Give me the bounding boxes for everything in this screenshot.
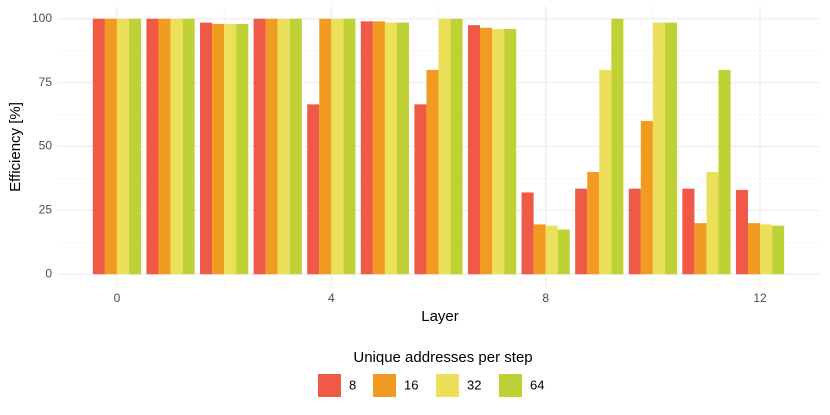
bar xyxy=(236,23,249,275)
bar xyxy=(652,22,665,275)
bar xyxy=(492,28,505,275)
legend-key xyxy=(499,374,522,397)
bar xyxy=(289,18,302,275)
x-axis-title: Layer xyxy=(421,308,459,325)
x-tick-label: 8 xyxy=(542,291,549,305)
bar xyxy=(450,18,463,275)
bar xyxy=(129,18,142,275)
bar xyxy=(521,192,534,275)
bar xyxy=(116,18,130,275)
bar xyxy=(694,223,707,275)
bar xyxy=(599,69,612,275)
bar xyxy=(664,22,677,275)
bar xyxy=(438,18,451,275)
y-tick-label: 25 xyxy=(39,203,53,217)
bar xyxy=(480,27,493,275)
bar xyxy=(706,172,719,275)
y-tick-label: 75 xyxy=(39,75,53,89)
legend-key xyxy=(436,374,459,397)
bar xyxy=(331,18,344,275)
x-tick-label: 12 xyxy=(753,291,767,305)
bar xyxy=(772,225,785,275)
bar xyxy=(575,188,588,275)
bar xyxy=(92,18,105,275)
legend-key xyxy=(373,374,396,397)
bar xyxy=(224,23,237,275)
bar xyxy=(319,18,332,275)
bar xyxy=(611,18,624,275)
bar xyxy=(343,18,356,275)
y-tick-label: 0 xyxy=(45,266,52,280)
bar xyxy=(396,22,410,275)
bar xyxy=(307,104,320,275)
legend-label: 16 xyxy=(404,377,418,392)
y-axis-title: Efficiency [%] xyxy=(7,102,24,192)
bar xyxy=(640,120,653,275)
legend-title: Unique addresses per step xyxy=(353,349,532,366)
bar xyxy=(467,25,481,275)
bar xyxy=(557,229,570,275)
y-tick-label: 50 xyxy=(39,139,53,153)
bar xyxy=(587,172,600,275)
bar xyxy=(628,188,641,275)
bar xyxy=(253,18,266,275)
bar xyxy=(104,18,117,275)
bar xyxy=(265,18,278,275)
bar xyxy=(718,69,731,275)
bar xyxy=(504,28,517,275)
bar xyxy=(360,21,373,275)
bar xyxy=(182,18,195,275)
bar xyxy=(533,224,546,275)
bar xyxy=(760,224,773,275)
bar xyxy=(384,22,397,275)
legend-label: 32 xyxy=(467,377,481,392)
bar xyxy=(747,223,761,275)
bar xyxy=(200,22,213,275)
legend-label: 8 xyxy=(349,377,356,392)
bar xyxy=(146,18,159,275)
bar xyxy=(212,23,225,275)
x-tick-label: 0 xyxy=(114,291,121,305)
bar xyxy=(372,21,385,275)
bar xyxy=(414,104,427,275)
legend-label: 64 xyxy=(530,377,544,392)
legend-key xyxy=(318,374,341,397)
bar xyxy=(682,188,695,275)
bar xyxy=(170,18,183,275)
bar xyxy=(426,69,439,275)
bar xyxy=(158,18,171,275)
bar xyxy=(277,18,290,275)
bar xyxy=(735,189,748,275)
bar xyxy=(545,225,558,275)
x-tick-label: 4 xyxy=(328,291,335,305)
y-tick-label: 100 xyxy=(32,11,52,25)
